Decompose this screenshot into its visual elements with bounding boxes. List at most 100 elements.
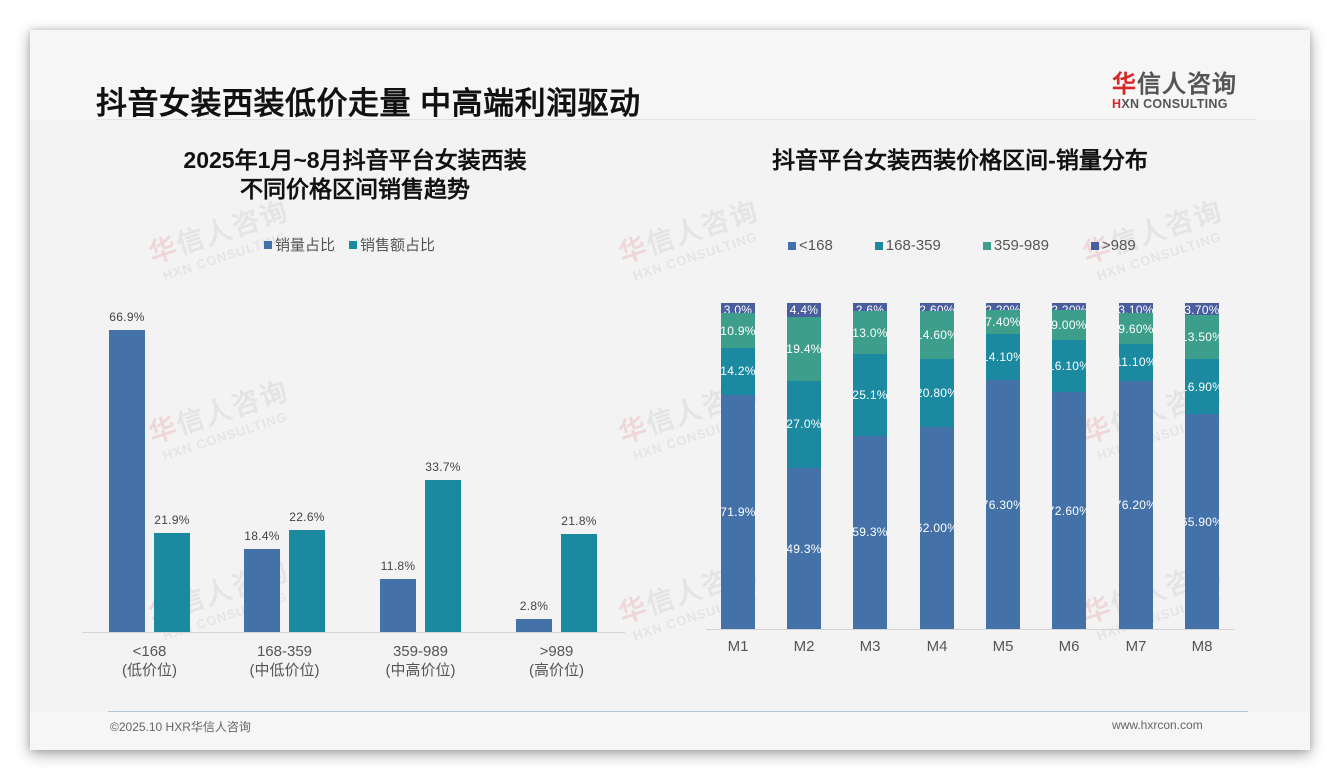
bar-segment: 14.2% xyxy=(721,348,755,395)
bar-value-label: 21.8% xyxy=(561,513,597,528)
segment-value-label: 2.6% xyxy=(855,303,885,312)
segment-value-label: 3.70% xyxy=(1185,303,1219,316)
legend-swatch xyxy=(874,241,883,250)
category-label: <168 (低价位) xyxy=(122,643,177,679)
slide-header-band xyxy=(30,30,1310,120)
segment-value-label: 76.20% xyxy=(1119,497,1153,512)
bar-segment: 72.60% xyxy=(1052,392,1086,629)
category-label: 359-989 (中高价位) xyxy=(385,643,456,679)
bar-segment: 76.20% xyxy=(1119,380,1153,629)
bar-value-label: 11.8% xyxy=(380,558,416,573)
category-label: >989 (高价位) xyxy=(529,643,584,679)
bar-volume-share xyxy=(244,549,280,632)
bar-segment: 25.1% xyxy=(853,353,887,436)
bar-segment: 9.00% xyxy=(1052,310,1086,340)
bar-segment: 27.0% xyxy=(787,380,821,469)
bar-segment: 3.0% xyxy=(721,303,755,313)
bar-value-label: 21.9% xyxy=(154,513,190,528)
left-chart-title: 2025年1月~8月抖音平台女装西装 不同价格区间销售趋势 xyxy=(183,147,527,202)
bar-revenue-share xyxy=(561,533,597,632)
category-label: 168-359 (中低价位) xyxy=(249,643,320,679)
legend-item-gt989: >989 xyxy=(1090,237,1136,254)
segment-value-label: 25.1% xyxy=(853,387,887,402)
segment-value-label: 76.30% xyxy=(986,497,1020,512)
bar-segment: 49.3% xyxy=(787,468,821,629)
segment-value-label: 14.60% xyxy=(920,328,954,343)
bar-value-label: 33.7% xyxy=(425,460,461,474)
bar-revenue-share xyxy=(154,533,190,632)
page-title: 抖音女装西装低价走量 中高端利润驱动 xyxy=(96,86,641,121)
segment-value-label: 16.10% xyxy=(1052,358,1086,373)
bar-segment: 71.9% xyxy=(721,394,755,629)
segment-value-label: 20.80% xyxy=(920,385,954,400)
segment-value-label: 71.9% xyxy=(721,504,755,519)
bar-value-label: 22.6% xyxy=(289,510,325,525)
bar-segment: 4.4% xyxy=(787,303,821,318)
bar-segment: 13.50% xyxy=(1185,315,1219,360)
bar-segment: 7.40% xyxy=(986,310,1020,335)
bar-segment: 11.10% xyxy=(1119,344,1153,381)
bar-segment: 2.20% xyxy=(1052,303,1086,311)
segment-value-label: 3.10% xyxy=(1119,303,1153,314)
month-label: M5 xyxy=(992,638,1014,655)
bar-volume-share xyxy=(109,330,145,632)
bar-segment: 3.10% xyxy=(1119,303,1153,314)
right-chart-legend: <168 168-359 359-989 >989 xyxy=(788,237,1136,254)
bar-segment: 2.6% xyxy=(853,303,887,312)
legend-swatch xyxy=(349,240,358,249)
legend-item-lt168: <168 xyxy=(788,237,833,254)
segment-value-label: 2.60% xyxy=(920,303,954,312)
footer-copyright: ©2025.10 HXR华信人咨询 xyxy=(110,720,251,734)
bar-segment: 65.90% xyxy=(1185,414,1219,629)
bar-segment: 16.10% xyxy=(1052,339,1086,393)
legend-item-revenue-share: 销售额占比 xyxy=(349,234,435,255)
legend-item-168-359: 168-359 xyxy=(874,237,941,254)
legend-swatch xyxy=(1090,241,1099,250)
brand-logo: 华信人咨询 HXN CONSULTING xyxy=(1112,64,1242,111)
bar-revenue-share xyxy=(289,530,325,632)
segment-value-label: 2.20% xyxy=(986,303,1020,311)
month-label: M8 xyxy=(1191,638,1213,655)
bar-segment: 10.9% xyxy=(721,312,755,349)
bar-volume-share xyxy=(516,619,552,632)
month-label: M6 xyxy=(1058,638,1080,655)
footer-divider xyxy=(108,711,1248,712)
bar-volume-share xyxy=(380,578,416,632)
month-label: M7 xyxy=(1125,638,1147,655)
segment-value-label: 27.0% xyxy=(787,417,821,432)
segment-value-label: 4.4% xyxy=(789,303,819,318)
segment-value-label: 13.0% xyxy=(853,325,887,340)
segment-value-label: 13.50% xyxy=(1185,330,1219,345)
bar-value-label: 2.8% xyxy=(519,599,549,614)
left-chart-legend: 销量占比 销售额占比 xyxy=(264,234,435,255)
legend-swatch xyxy=(264,240,272,249)
bar-segment: 20.80% xyxy=(920,359,954,427)
month-label: M2 xyxy=(793,638,815,655)
bar-segment: 76.30% xyxy=(986,380,1020,629)
bar-segment: 14.60% xyxy=(920,311,954,360)
bar-segment: 62.00% xyxy=(920,426,954,629)
bar-segment: 19.4% xyxy=(787,317,821,381)
month-label: M1 xyxy=(727,638,749,655)
bar-segment: 16.90% xyxy=(1185,359,1219,415)
legend-item-359-989: 359-989 xyxy=(982,237,1049,254)
bar-segment: 2.60% xyxy=(920,303,954,312)
segment-value-label: 65.90% xyxy=(1185,514,1219,529)
bar-segment: 13.0% xyxy=(853,311,887,354)
legend-item-volume-share: 销量占比 xyxy=(264,234,335,255)
bar-segment: 3.70% xyxy=(1185,303,1219,316)
bar-value-label: 18.4% xyxy=(244,529,280,544)
segment-value-label: 16.90% xyxy=(1185,379,1219,394)
segment-value-label: 9.60% xyxy=(1119,321,1153,336)
legend-swatch xyxy=(982,241,991,250)
legend-swatch xyxy=(788,241,796,250)
segment-value-label: 19.4% xyxy=(787,341,821,356)
segment-value-label: 62.00% xyxy=(920,520,954,535)
right-chart-title: 抖音平台女装西装价格区间-销量分布 xyxy=(772,147,1148,173)
segment-value-label: 2.20% xyxy=(1052,303,1086,311)
segment-value-label: 3.0% xyxy=(723,303,753,313)
footer-band xyxy=(30,712,1310,750)
slide: 抖音女装西装低价走量 中高端利润驱动 华信人咨询 HXN CONSULTING … xyxy=(30,30,1310,750)
